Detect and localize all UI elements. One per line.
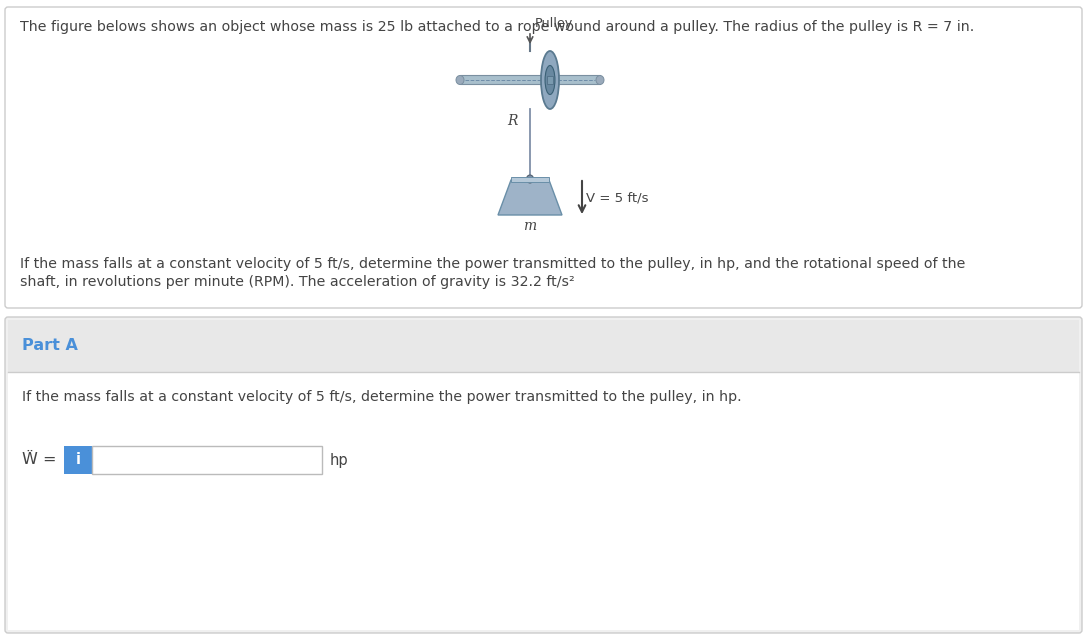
- Ellipse shape: [457, 76, 464, 84]
- Bar: [511, 177, 549, 182]
- Text: If the mass falls at a constant velocity of 5 ft/s, determine the power transmit: If the mass falls at a constant velocity…: [20, 257, 965, 271]
- Text: Ẅ =: Ẅ =: [22, 453, 57, 467]
- Ellipse shape: [526, 175, 534, 183]
- Text: The figure belows shows an object whose mass is 25 lb attached to a rope wound a: The figure belows shows an object whose …: [20, 20, 974, 34]
- Text: Part A: Part A: [22, 338, 78, 354]
- Bar: [547, 76, 553, 84]
- Bar: [8, 320, 1079, 372]
- FancyBboxPatch shape: [5, 7, 1082, 308]
- Text: R: R: [507, 114, 517, 128]
- Text: hp: hp: [330, 453, 349, 467]
- Ellipse shape: [596, 76, 604, 84]
- Ellipse shape: [541, 51, 559, 109]
- Bar: [92, 446, 322, 474]
- Polygon shape: [498, 180, 562, 215]
- Text: shaft, in revolutions per minute (RPM). The acceleration of gravity is 32.2 ft/s: shaft, in revolutions per minute (RPM). …: [20, 275, 575, 289]
- Text: m: m: [524, 219, 537, 233]
- Bar: [64, 446, 92, 474]
- Text: If the mass falls at a constant velocity of 5 ft/s, determine the power transmit: If the mass falls at a constant velocity…: [22, 390, 741, 404]
- Ellipse shape: [545, 65, 555, 95]
- Text: Pulley: Pulley: [535, 17, 573, 30]
- Text: i: i: [75, 453, 80, 467]
- FancyBboxPatch shape: [5, 317, 1082, 633]
- Bar: [460, 75, 600, 84]
- Bar: [8, 372, 1079, 630]
- Text: V = 5 ft/s: V = 5 ft/s: [586, 192, 649, 204]
